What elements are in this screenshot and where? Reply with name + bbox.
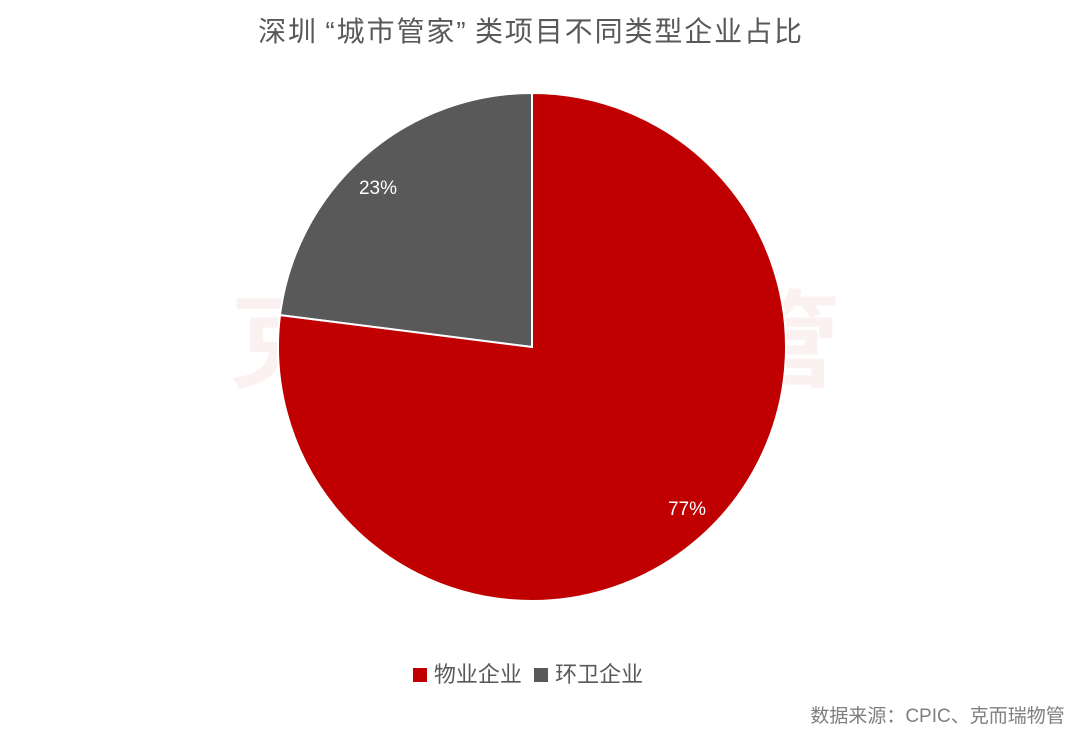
svg-text:23%: 23% xyxy=(359,178,397,199)
svg-text:77%: 77% xyxy=(668,499,706,520)
